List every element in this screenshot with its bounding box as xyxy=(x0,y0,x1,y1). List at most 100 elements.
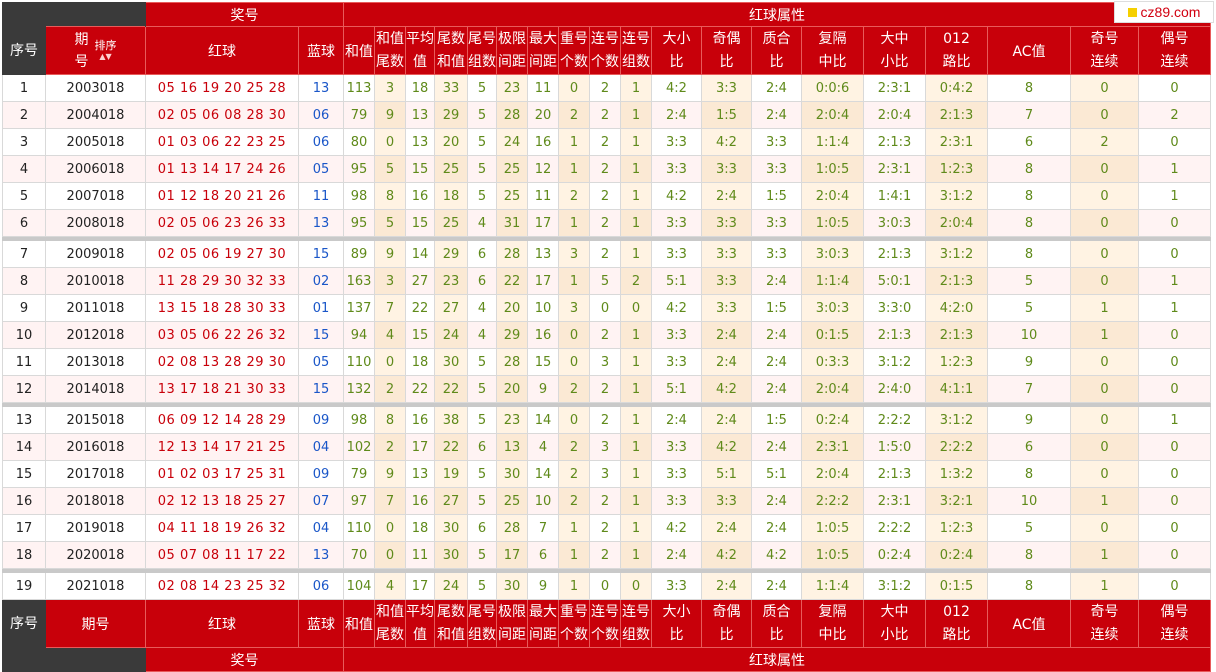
row-ac: 5 xyxy=(987,514,1071,542)
row-repeat: 3 xyxy=(558,240,590,268)
row-bms: 3:0:3 xyxy=(863,209,926,237)
row-sum-tail: 0 xyxy=(374,541,406,569)
row-index: 11 xyxy=(2,348,46,376)
row-ac: 7 xyxy=(987,375,1071,403)
row-consec: 2 xyxy=(589,375,621,403)
row-sum: 97 xyxy=(343,487,375,515)
sort-button[interactable]: 排序 ▲▼ xyxy=(95,40,117,62)
row-repeat-gap: 3:0:3 xyxy=(801,240,864,268)
row-ac: 7 xyxy=(987,101,1071,129)
row-index: 19 xyxy=(2,572,46,600)
col-repeat-header-line-1: 重号 xyxy=(560,603,588,620)
row-red-balls: 02 05 06 19 27 30 xyxy=(145,240,299,268)
footer-group-prize: 奖号 xyxy=(145,647,344,672)
col-avg-header-line-2: 值 xyxy=(413,626,427,643)
row-odd-run: 0 xyxy=(1070,348,1139,376)
row-big-small: 3:3 xyxy=(651,321,702,349)
row-odd-run: 0 xyxy=(1070,74,1139,102)
row-odd-run: 0 xyxy=(1070,514,1139,542)
row-repeat-gap: 1:0:5 xyxy=(801,514,864,542)
col-tail-sum-header: 尾数 和值 xyxy=(434,26,468,75)
row-max-gap: 9 xyxy=(527,375,559,403)
row-repeat: 2 xyxy=(558,487,590,515)
col-sum-header: 和值 xyxy=(343,599,375,648)
row-consec-groups: 1 xyxy=(620,460,652,488)
col-sum-tail-header: 和值 尾数 xyxy=(374,26,406,75)
row-prime: 3:3 xyxy=(751,155,802,183)
row-tail-sum: 22 xyxy=(434,375,468,403)
row-sum: 113 xyxy=(343,74,375,102)
row-prime: 1:5 xyxy=(751,406,802,434)
row-avg: 17 xyxy=(405,433,435,461)
row-even-run: 0 xyxy=(1138,514,1211,542)
col-avg-header: 平均值 xyxy=(405,599,435,648)
row-even-run: 0 xyxy=(1138,74,1211,102)
row-consec-groups: 1 xyxy=(620,240,652,268)
col-period-header[interactable]: 期号排序 ▲▼ xyxy=(45,26,146,75)
col-prime-header-line-1: 质合 xyxy=(762,30,791,47)
row-012: 2:2:2 xyxy=(925,433,988,461)
row-repeat-gap: 1:0:5 xyxy=(801,541,864,569)
row-repeat: 3 xyxy=(558,294,590,322)
row-prime: 2:4 xyxy=(751,487,802,515)
row-even-run: 0 xyxy=(1138,348,1211,376)
row-index: 10 xyxy=(2,321,46,349)
row-index: 5 xyxy=(2,182,46,210)
row-ac: 10 xyxy=(987,321,1071,349)
row-012: 1:2:3 xyxy=(925,348,988,376)
row-odd-run: 0 xyxy=(1070,375,1139,403)
row-prime: 2:4 xyxy=(751,321,802,349)
row-max-gap: 13 xyxy=(527,240,559,268)
table-row: 3 2005018 01 03 06 22 23 25 06 80 0 13 20 5 24 16 1… xyxy=(2,128,1211,156)
row-tail-groups: 5 xyxy=(467,541,497,569)
col-consec-header: 连号 个数 xyxy=(589,26,621,75)
row-sum-tail: 4 xyxy=(374,321,406,349)
row-tail-groups: 6 xyxy=(467,267,497,295)
col-max-gap-header-line-1: 最大 xyxy=(529,603,557,620)
col-even-run-header-line-2: 连续 xyxy=(1160,626,1189,643)
site-logo[interactable]: cz89.com xyxy=(1114,1,1214,23)
row-012: 0:4:2 xyxy=(925,74,988,102)
row-prime: 1:5 xyxy=(751,294,802,322)
row-sum: 110 xyxy=(343,348,375,376)
row-repeat: 0 xyxy=(558,348,590,376)
col-avg-header-line-1: 平均 xyxy=(406,603,434,620)
col-odd-even-header: 奇偶比 xyxy=(701,599,752,648)
row-repeat-gap: 0:3:3 xyxy=(801,348,864,376)
row-blue-ball: 06 xyxy=(298,572,344,600)
logo-text: cz89.com xyxy=(1140,4,1201,20)
period-label: 期号 xyxy=(75,29,89,73)
col-prime-header-line-2: 比 xyxy=(769,626,784,643)
row-range: 25 xyxy=(496,182,528,210)
row-consec: 3 xyxy=(589,433,621,461)
row-repeat-gap: 1:1:4 xyxy=(801,128,864,156)
row-big-small: 3:3 xyxy=(651,487,702,515)
row-big-small: 2:4 xyxy=(651,541,702,569)
row-tail-sum: 23 xyxy=(434,267,468,295)
row-even-run: 0 xyxy=(1138,487,1211,515)
row-max-gap: 14 xyxy=(527,460,559,488)
row-sum: 70 xyxy=(343,541,375,569)
row-consec: 5 xyxy=(589,267,621,295)
row-tail-groups: 5 xyxy=(467,348,497,376)
row-range: 29 xyxy=(496,321,528,349)
row-red-balls: 05 07 08 11 17 22 xyxy=(145,541,299,569)
row-avg: 22 xyxy=(405,294,435,322)
row-sum-tail: 9 xyxy=(374,460,406,488)
table-row: 13 2015018 06 09 12 14 28 29 09 98 8 16 38 5 23 14… xyxy=(2,406,1211,434)
col-sum-tail-header-line-2: 尾数 xyxy=(376,53,404,70)
row-sum-tail: 5 xyxy=(374,209,406,237)
row-period: 2015018 xyxy=(45,406,146,434)
row-period: 2016018 xyxy=(45,433,146,461)
row-odd-run: 0 xyxy=(1070,209,1139,237)
col-tail-groups-header: 尾号 组数 xyxy=(467,599,497,648)
row-even-run: 0 xyxy=(1138,209,1211,237)
row-prime: 2:4 xyxy=(751,375,802,403)
row-big-small: 5:1 xyxy=(651,267,702,295)
row-range: 23 xyxy=(496,74,528,102)
row-tail-groups: 5 xyxy=(467,460,497,488)
row-ac: 10 xyxy=(987,487,1071,515)
row-sum: 95 xyxy=(343,155,375,183)
row-big-small: 3:3 xyxy=(651,209,702,237)
row-consec: 2 xyxy=(589,155,621,183)
